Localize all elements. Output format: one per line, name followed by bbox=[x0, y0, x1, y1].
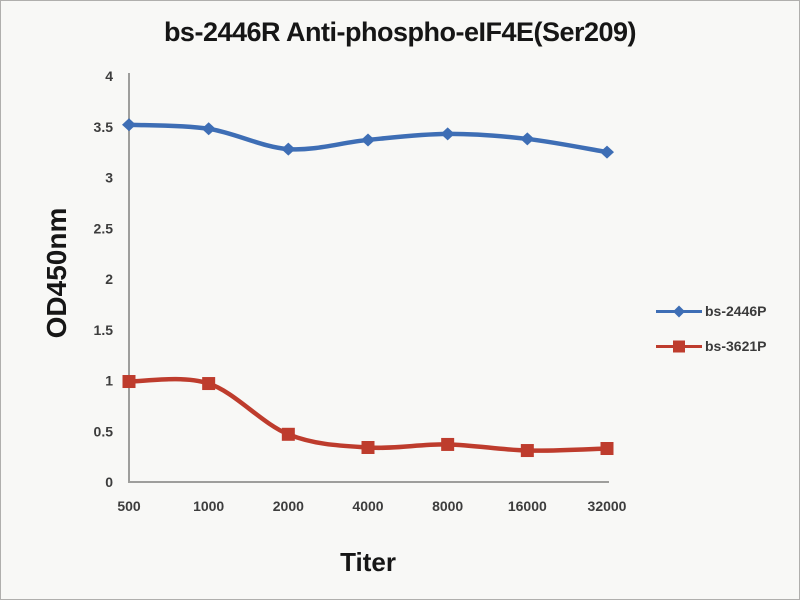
line-square-marker-icon bbox=[656, 340, 702, 352]
marker-bs-2446P-2 bbox=[281, 142, 296, 156]
marker-bs-3621P-4 bbox=[441, 437, 455, 451]
y-tick-label: 1 bbox=[105, 373, 113, 389]
line-diamond-marker-icon bbox=[656, 305, 702, 317]
legend-label-series-2: bs-3621P bbox=[705, 338, 767, 354]
series-line-bs-3621P bbox=[126, 376, 610, 453]
y-tick-label: 0.5 bbox=[94, 423, 114, 439]
marker-bs-2446P-5 bbox=[520, 132, 535, 146]
y-tick-label: 0 bbox=[105, 474, 113, 490]
x-tick-label: 4000 bbox=[352, 498, 383, 514]
x-tick-label: 2000 bbox=[273, 498, 304, 514]
legend: bs-2446P bs-3621P bbox=[655, 303, 766, 354]
x-tick-label: 16000 bbox=[508, 498, 547, 514]
marker-bs-3621P-5 bbox=[520, 444, 534, 458]
marker-bs-3621P-1 bbox=[202, 377, 216, 391]
marker-bs-2446P-6 bbox=[600, 145, 614, 159]
marker-bs-3621P-6 bbox=[600, 442, 614, 456]
y-tick-label: 3.5 bbox=[94, 119, 114, 135]
marker-bs-2446P-1 bbox=[201, 122, 216, 136]
marker-bs-3621P-0 bbox=[122, 375, 136, 389]
legend-item-bs-2446P: bs-2446P bbox=[655, 303, 766, 319]
marker-bs-2446P-3 bbox=[361, 133, 375, 147]
marker-bs-3621P-2 bbox=[281, 427, 295, 441]
y-tick-label: 3 bbox=[105, 170, 113, 186]
marker-bs-2446P-4 bbox=[440, 127, 455, 141]
legend-label-series-1: bs-2446P bbox=[705, 303, 767, 319]
y-tick-label: 2 bbox=[105, 271, 113, 287]
x-axis-title: Titer bbox=[340, 547, 396, 577]
x-tick-label: 500 bbox=[117, 498, 141, 514]
chart-title: bs-2446R Anti-phospho-eIF4E(Ser209) bbox=[163, 17, 637, 47]
y-tick-label: 2.5 bbox=[94, 220, 114, 236]
marker-bs-2446P-0 bbox=[122, 118, 136, 132]
legend-item-bs-3621P: bs-3621P bbox=[655, 338, 766, 354]
y-tick-label: 1.5 bbox=[94, 322, 114, 338]
x-tick-label: 32000 bbox=[588, 498, 627, 514]
y-tick-label: 4 bbox=[105, 68, 113, 84]
marker-bs-3621P-3 bbox=[361, 440, 375, 454]
x-tick-label: 8000 bbox=[432, 498, 463, 514]
x-tick-label: 1000 bbox=[193, 498, 224, 514]
